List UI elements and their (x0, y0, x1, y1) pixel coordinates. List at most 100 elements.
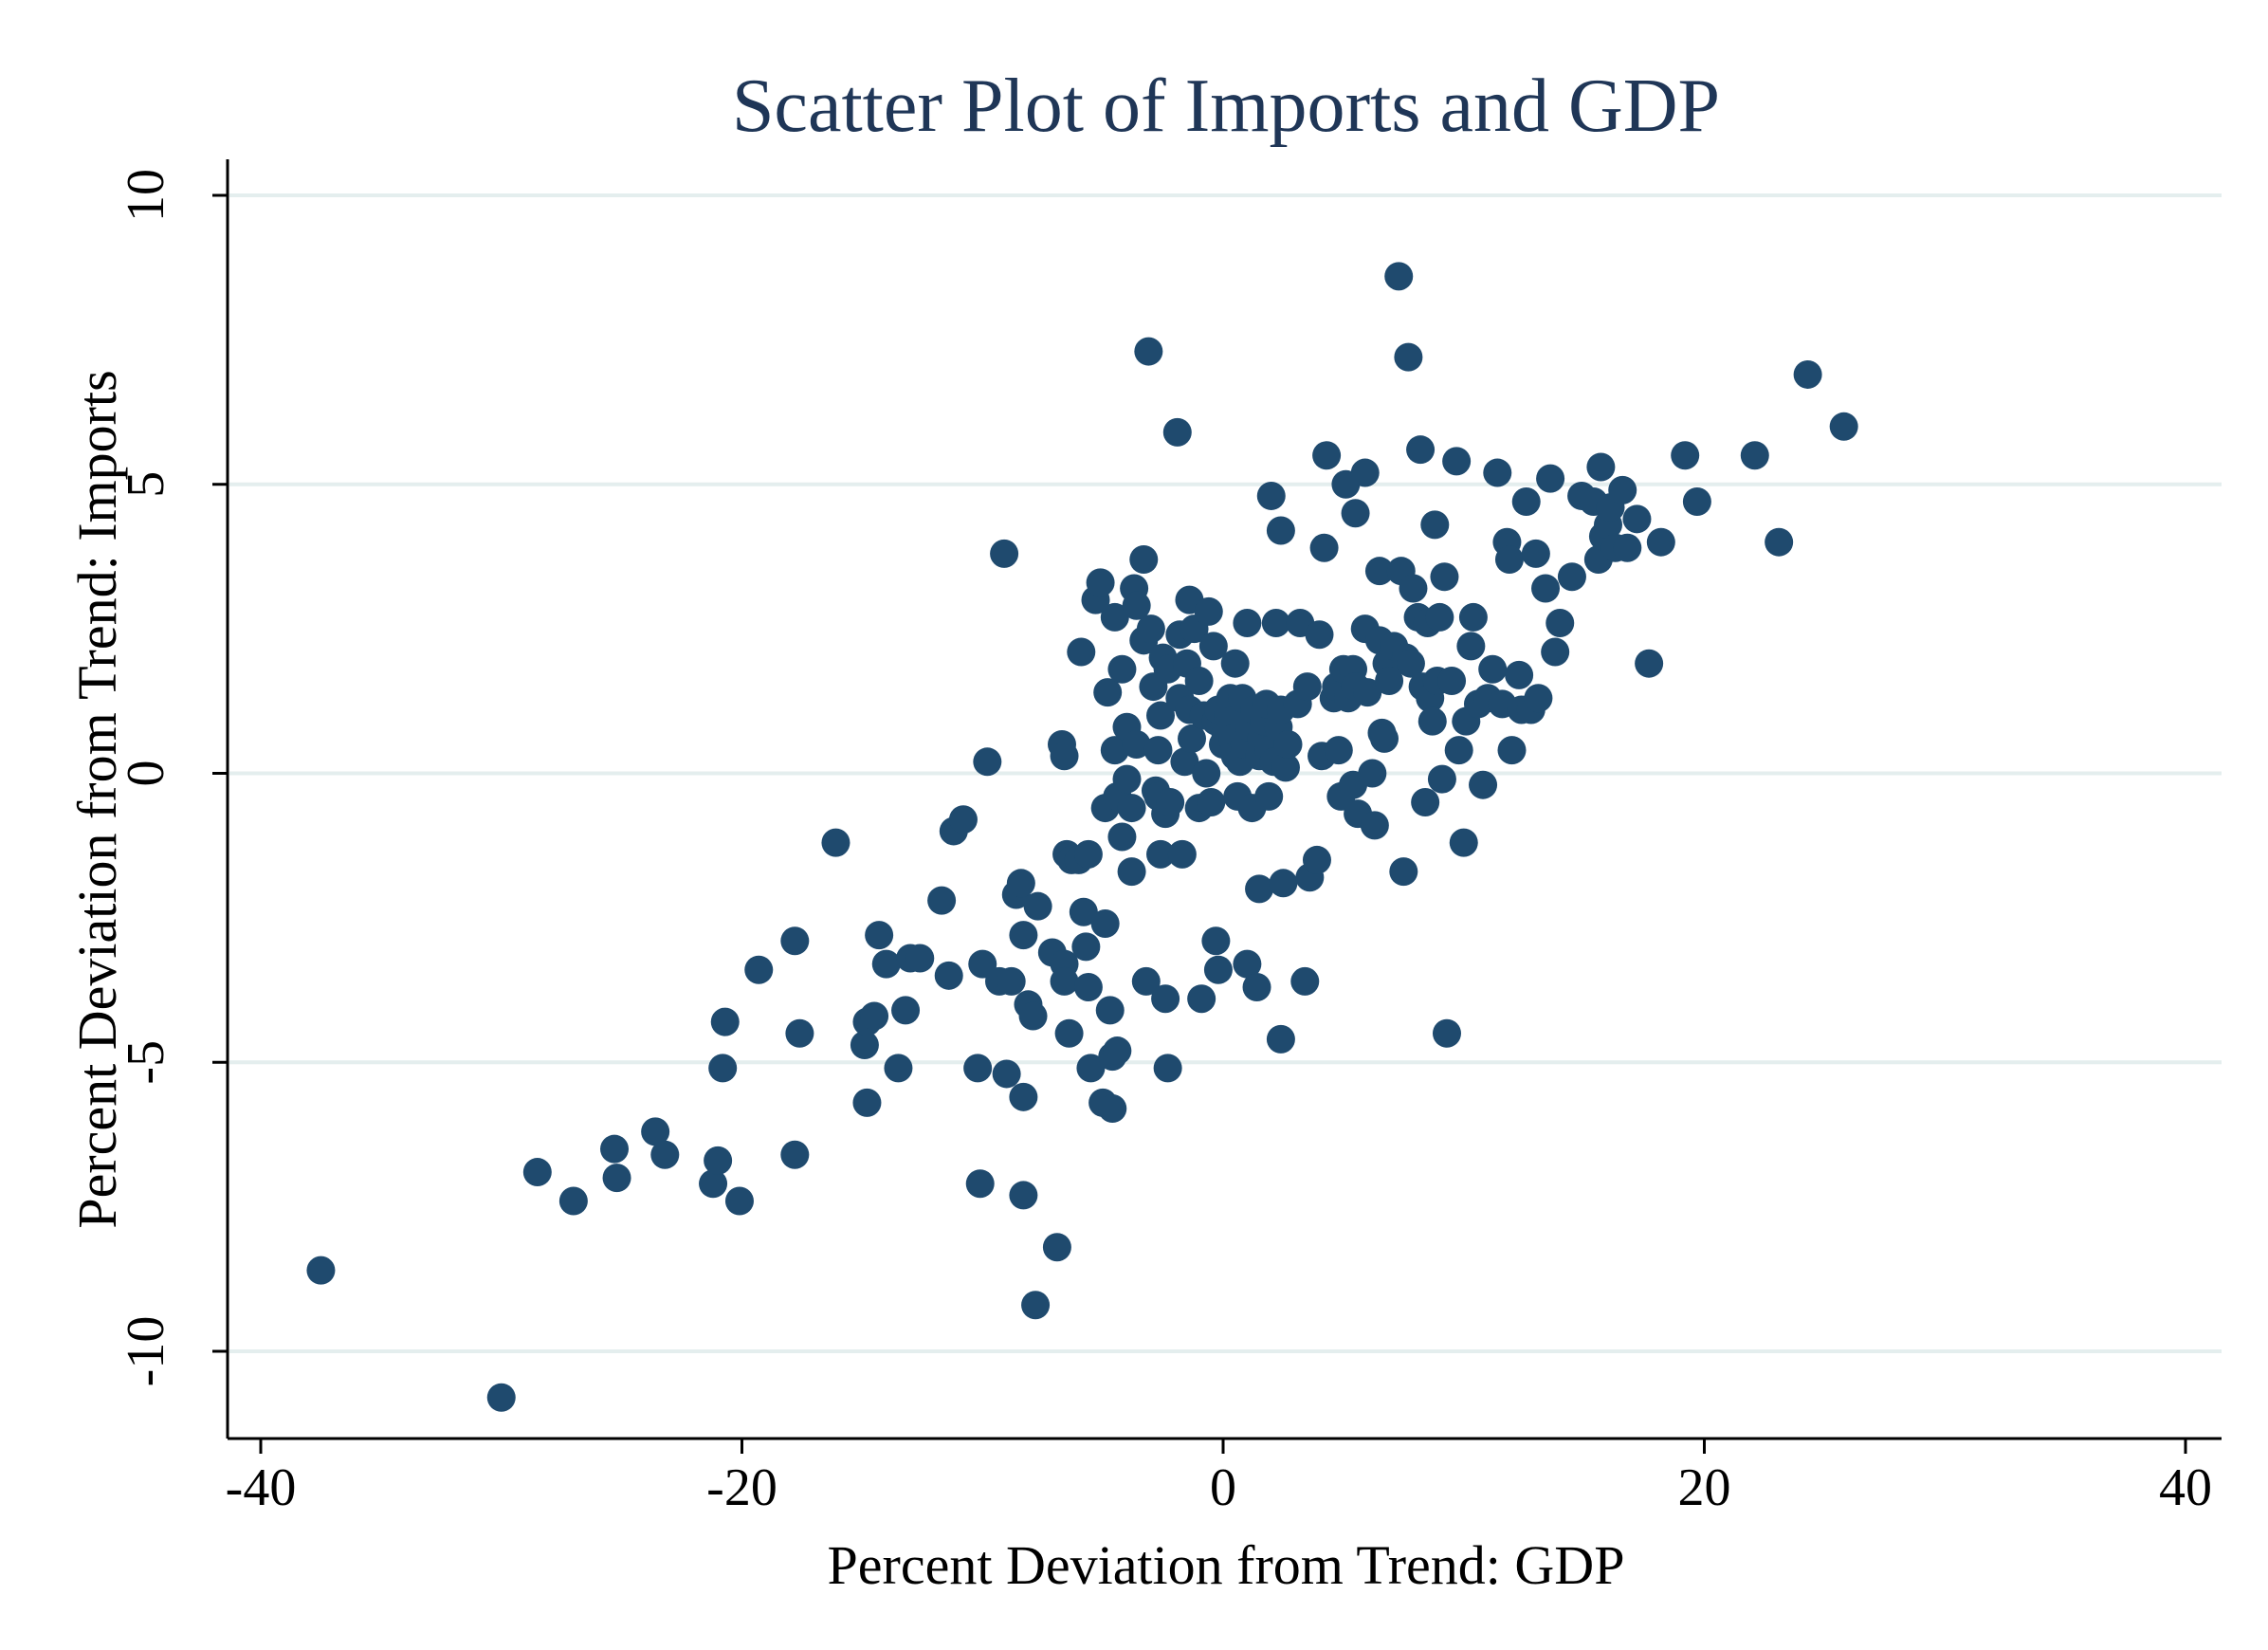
data-point (1469, 770, 1498, 799)
data-point (1521, 539, 1550, 568)
data-point (1054, 1018, 1084, 1048)
data-point (1635, 649, 1664, 678)
data-point (1389, 857, 1418, 887)
data-point (1505, 660, 1534, 689)
data-point (1073, 839, 1103, 869)
data-point (1146, 839, 1176, 869)
data-point (1201, 926, 1231, 956)
x-tick-label: -20 (706, 1458, 777, 1517)
data-point (1765, 527, 1794, 557)
data-point (1018, 1001, 1048, 1031)
data-point (1292, 672, 1322, 702)
data-point (1646, 527, 1675, 557)
data-point (1103, 1036, 1132, 1066)
data-point (1112, 764, 1142, 794)
data-point (1613, 533, 1642, 562)
data-point (1266, 1024, 1295, 1054)
data-point (1146, 701, 1176, 730)
data-point (1107, 654, 1137, 684)
data-point (1242, 973, 1271, 1002)
data-point (699, 1169, 728, 1199)
data-point (1341, 499, 1370, 528)
data-point (785, 1018, 814, 1048)
data-point (710, 1007, 740, 1036)
y-tick-label: 5 (117, 471, 175, 498)
data-point (1122, 591, 1151, 620)
data-point (1156, 787, 1185, 816)
data-point (558, 1186, 588, 1216)
data-point (1192, 759, 1221, 788)
data-point (1511, 487, 1541, 517)
y-tick-label: -5 (117, 1040, 175, 1085)
data-point (1430, 562, 1459, 592)
data-point (1069, 897, 1098, 926)
data-point (1682, 487, 1711, 517)
data-point (1134, 337, 1163, 366)
data-point (963, 1054, 993, 1083)
data-point (1178, 724, 1207, 753)
data-point (1350, 458, 1380, 487)
data-point (724, 1186, 754, 1216)
data-point (1586, 452, 1616, 482)
data-point (1162, 417, 1192, 447)
data-point (1023, 891, 1052, 921)
data-point (1449, 828, 1478, 857)
data-point (1009, 1181, 1038, 1210)
data-point (1098, 1094, 1127, 1124)
data-point (602, 1164, 631, 1193)
data-point (1324, 736, 1353, 765)
data-point (1458, 602, 1488, 632)
data-point (1494, 544, 1524, 574)
data-point (1427, 764, 1456, 794)
data-point (1220, 649, 1250, 678)
data-point (1290, 966, 1320, 996)
data-point (1100, 736, 1129, 765)
y-tick-label: -10 (117, 1316, 175, 1387)
data-point (1353, 678, 1382, 707)
data-point (1050, 742, 1079, 771)
x-tick-label: 20 (1678, 1458, 1731, 1517)
data-point (1305, 620, 1334, 650)
data-point (600, 1134, 630, 1164)
data-point (1546, 609, 1575, 638)
data-point (780, 926, 810, 956)
data-point (1456, 632, 1486, 661)
data-point (1541, 637, 1570, 667)
data-point (1740, 441, 1769, 470)
data-point (1136, 614, 1165, 644)
data-point (1375, 666, 1404, 695)
data-point (905, 944, 935, 973)
x-tick-label: -40 (226, 1458, 297, 1517)
data-point (1042, 1233, 1071, 1262)
y-tick-label: 10 (117, 169, 175, 222)
data-point (1411, 787, 1440, 816)
data-point (1129, 544, 1159, 574)
data-point (1170, 747, 1199, 777)
y-tick-label: 0 (117, 761, 175, 787)
data-point (780, 1140, 810, 1169)
data-point (1184, 666, 1214, 695)
data-point (1396, 649, 1425, 678)
data-point (1194, 596, 1223, 626)
data-point (1302, 845, 1331, 874)
data-point (1090, 908, 1120, 938)
data-point (1203, 955, 1233, 984)
data-point (1432, 1018, 1461, 1048)
data-point (486, 1383, 516, 1412)
data-point (704, 1146, 733, 1175)
data-point (1100, 602, 1129, 632)
data-point (927, 886, 957, 915)
data-point (306, 1256, 336, 1285)
data-point (1360, 811, 1389, 840)
data-point (1086, 568, 1115, 597)
data-point (1006, 869, 1035, 898)
data-point (1095, 996, 1125, 1025)
data-point (708, 1054, 738, 1083)
data-point (1478, 654, 1508, 684)
data-point (934, 961, 963, 990)
data-point (1406, 435, 1436, 465)
data-point (641, 1117, 670, 1146)
data-point (1198, 632, 1228, 661)
data-point (1418, 706, 1447, 736)
